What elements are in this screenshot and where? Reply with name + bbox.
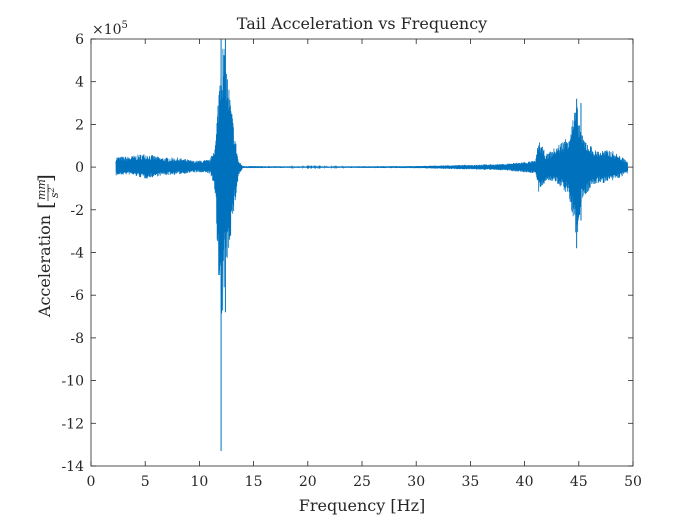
x-tick-label: 20 — [299, 474, 317, 490]
y-tick-label: -12 — [61, 416, 84, 432]
y-multiplier-label: ×105 — [92, 20, 128, 38]
y-units-denominator-base: s — [48, 192, 61, 198]
y-units-bracket-left: [ — [33, 201, 57, 209]
data-layer — [115, 39, 629, 452]
y-tick-label: -10 — [61, 374, 84, 390]
y-multiplier-base: ×10 — [92, 22, 122, 38]
y-tick-label: 2 — [75, 117, 84, 133]
tick-layer: 0 5 10 15 20 25 30 35 40 45 506420-2-4-6-8-10-12-1… — [61, 32, 641, 490]
x-tick-label: 0 — [87, 474, 96, 490]
y-tick-label: 6 — [75, 32, 84, 48]
plot-area — [91, 39, 633, 466]
y-tick-label: -8 — [70, 331, 84, 347]
x-tick-label: 25 — [353, 474, 371, 490]
x-tick-label: 30 — [407, 474, 425, 490]
y-units-numerator: mm — [35, 179, 48, 200]
x-tick-label: 35 — [461, 474, 479, 490]
x-tick-label: 15 — [245, 474, 263, 490]
y-tick-label: -14 — [61, 459, 84, 475]
y-multiplier-exponent: 5 — [122, 20, 128, 31]
y-tick-label: -2 — [70, 203, 84, 219]
x-axis-title: Frequency [Hz] — [299, 496, 426, 515]
series-line — [115, 48, 629, 314]
x-tick-label: 45 — [570, 474, 588, 490]
chart-title: Tail Acceleration vs Frequency — [237, 14, 487, 33]
x-tick-label: 10 — [190, 474, 208, 490]
x-tick-label: 40 — [516, 474, 534, 490]
axes-box — [90, 38, 634, 467]
x-tick-label: 50 — [624, 474, 642, 490]
y-tick-label: 0 — [75, 160, 84, 176]
y-tick-label: 4 — [75, 75, 84, 91]
y-units-denominator: s2 — [47, 187, 61, 198]
y-axis-title-group: Acceleration [ mm s2 ] — [33, 174, 61, 318]
y-axis-title: Acceleration — [35, 215, 54, 318]
y-tick-label: -4 — [70, 246, 84, 262]
y-units-bracket-right: ] — [33, 174, 57, 182]
x-tick-label: 5 — [141, 474, 150, 490]
y-units-denominator-exponent: 2 — [47, 187, 56, 193]
y-tick-label: -6 — [70, 288, 84, 304]
